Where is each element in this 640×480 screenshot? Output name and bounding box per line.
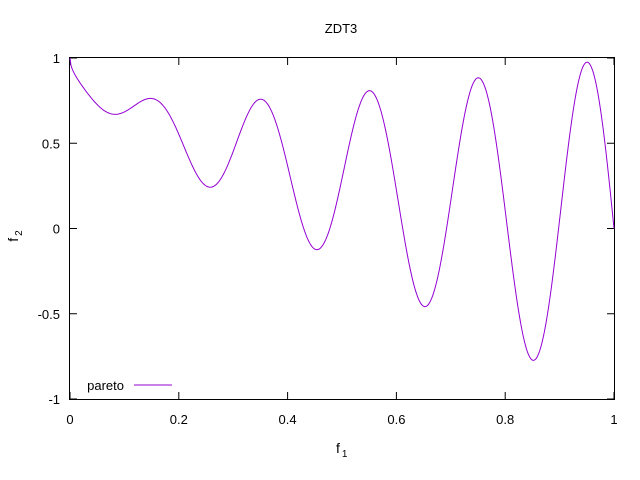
- y-tick-label: 0: [53, 222, 60, 237]
- y-tick-label: -1: [48, 392, 60, 407]
- x-axis-ticks: 0 0.2 0.4 0.6 0.8 1: [66, 58, 618, 427]
- x-tick-label: 0.4: [279, 412, 297, 427]
- x-tick-label: 0: [66, 412, 73, 427]
- y-tick-label: 1: [53, 51, 60, 66]
- x-tick-label: 1: [610, 412, 617, 427]
- y-tick-label: 0.5: [42, 136, 60, 151]
- x-axis-title-main: f: [336, 440, 340, 456]
- y-axis-title: f2: [5, 230, 25, 242]
- chart-title: ZDT3: [325, 21, 358, 36]
- x-tick-label: 0.2: [170, 412, 188, 427]
- x-tick-label: 0.8: [496, 412, 514, 427]
- x-tick-label: 0.6: [387, 412, 405, 427]
- legend: pareto: [87, 378, 172, 393]
- y-axis-title-main: f: [5, 238, 21, 242]
- plot-frame: [69, 57, 615, 400]
- legend-label-pareto: pareto: [87, 378, 124, 393]
- y-axis-title-sub: 2: [14, 230, 25, 236]
- series-line-pareto: [69, 57, 615, 361]
- y-axis-ticks: -1 -0.5 0 0.5 1: [38, 51, 614, 407]
- y-tick-label: -0.5: [38, 307, 60, 322]
- x-axis-title-sub: 1: [342, 449, 348, 460]
